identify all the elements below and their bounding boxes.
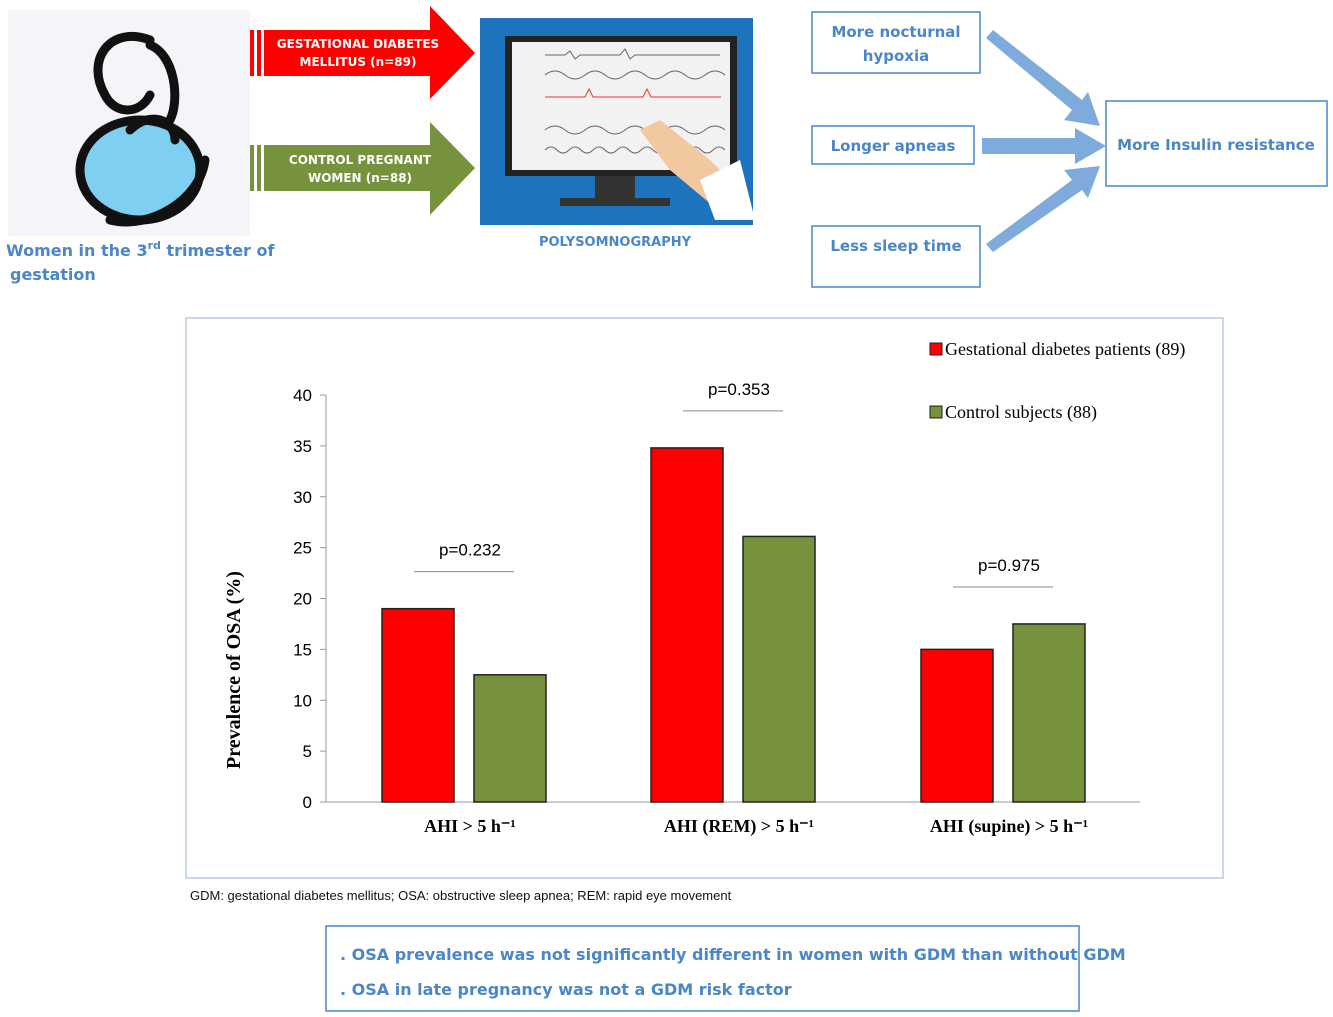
women-label-sup: rd [148, 239, 161, 252]
bar [742, 535, 816, 803]
p-value: p=0.975 [978, 556, 1040, 575]
finding-text: More nocturnal [831, 23, 960, 41]
conclusion-text: . OSA prevalence was not significantly d… [340, 945, 1126, 964]
bar [473, 674, 547, 803]
woman-icon [75, 31, 210, 227]
p-value: p=0.232 [439, 541, 501, 560]
y-tick-label: 5 [303, 742, 312, 761]
finding-boxes [811, 11, 1328, 288]
y-tick-label: 20 [293, 590, 312, 609]
conclusion-text: . OSA in late pregnancy was not a GDM ri… [340, 980, 792, 999]
legend-label: Control subjects (88) [945, 402, 1097, 423]
x-tick-label: AHI (REM) > 5 h⁻¹ [664, 816, 814, 837]
y-tick-label: 15 [293, 640, 312, 659]
legend-swatch [929, 342, 943, 356]
bar [1012, 623, 1086, 803]
women-label: Women in the 3rd trimester of [6, 239, 276, 260]
conclusion-box [325, 925, 1080, 1012]
chart: 0 5 10 15 20 25 30 35 40 AHI > 5 h⁻¹ p=0.232 AHI (R… [293, 339, 1185, 837]
footnote: GDM: gestational diabetes mellitus; OSA:… [190, 888, 732, 903]
y-axis-label: Prevalence of OSA (%) [223, 571, 245, 769]
result-text: More Insulin resistance [1117, 136, 1315, 154]
p-value: p=0.353 [708, 380, 770, 399]
bar [920, 648, 994, 803]
y-tick-label: 25 [293, 539, 312, 558]
gdm-arrow-text: GESTATIONAL DIABETES [277, 37, 439, 51]
control-arrow [250, 122, 475, 215]
x-tick-label: AHI (supine) > 5 h⁻¹ [930, 816, 1088, 837]
women-label-lead: Women in the 3 [6, 241, 148, 260]
finding-text: Longer apneas [831, 137, 956, 155]
y-tick-label: 0 [303, 793, 312, 812]
x-tick-label: AHI > 5 h⁻¹ [424, 816, 516, 836]
control-arrow-text: WOMEN (n=88) [308, 171, 412, 185]
gdm-arrow-text: MELLITUS (n=89) [300, 55, 417, 69]
finding-text: hypoxia [863, 47, 929, 65]
finding-text: Less sleep time [830, 237, 961, 255]
y-tick-label: 10 [293, 691, 312, 710]
legend-label: Gestational diabetes patients (89) [945, 339, 1185, 360]
y-tick-label: 35 [293, 437, 312, 456]
control-arrow-text: CONTROL PREGNANT [289, 153, 432, 167]
legend-swatch [929, 405, 943, 419]
gdm-arrow [250, 6, 475, 99]
y-tick-label: 40 [293, 386, 312, 405]
women-label-line2: gestation [10, 265, 96, 284]
finding-arrows [982, 30, 1106, 252]
bar [650, 447, 724, 803]
psg-label: POLYSOMNOGRAPHY [539, 235, 692, 250]
bar [381, 607, 455, 803]
monitor [480, 18, 755, 225]
y-tick-label: 30 [293, 488, 312, 507]
women-label-tail: trimester of [161, 241, 276, 260]
